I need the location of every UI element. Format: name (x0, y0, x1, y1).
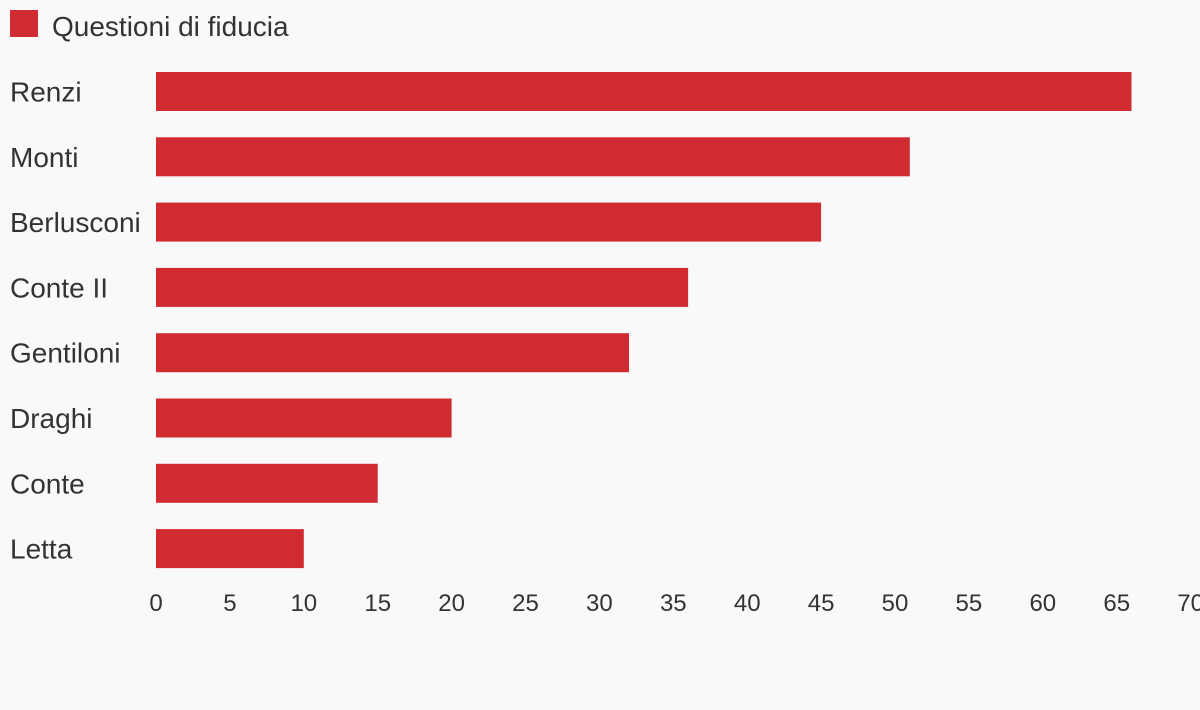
x-tick-label: 15 (364, 590, 391, 617)
x-tick-label: 0 (149, 590, 162, 617)
legend: Questioni di fiducia (10, 10, 289, 42)
bar-berlusconi (156, 202, 822, 242)
x-tick-label: 5 (223, 590, 236, 617)
category-label: Conte (10, 468, 85, 499)
category-label: Berlusconi (10, 207, 141, 238)
x-tick-label: 35 (660, 590, 687, 617)
bar-conte (156, 463, 378, 503)
x-tick-label: 10 (290, 590, 317, 617)
x-tick-label: 40 (734, 590, 761, 617)
x-tick-label: 70 (1177, 590, 1200, 617)
category-label: Renzi (10, 77, 82, 108)
x-tick-label: 20 (438, 590, 465, 617)
x-tick-label: 65 (1103, 590, 1130, 617)
category-labels: Renzi Monti Berlusconi Conte II Gentiloni Dra… (10, 77, 141, 565)
category-label: Monti (10, 142, 78, 173)
x-tick-label: 45 (808, 590, 835, 617)
category-label: Conte II (10, 272, 108, 303)
bar-gentiloni (156, 333, 629, 373)
x-tick-label: 25 (512, 590, 539, 617)
category-label: Draghi (10, 403, 92, 434)
bar-renzi (156, 72, 1132, 111)
x-tick-label: 30 (586, 590, 613, 617)
x-tick-label: 50 (882, 590, 909, 617)
x-axis-ticks: 0 5 10 15 20 25 30 35 40 45 50 55 60 65 70 (149, 590, 1200, 617)
legend-swatch (10, 10, 38, 37)
x-tick-label: 60 (1029, 590, 1056, 617)
bar-letta (156, 529, 304, 569)
bars-group (156, 72, 1132, 569)
bar-monti (156, 137, 910, 177)
category-label: Gentiloni (10, 338, 121, 369)
legend-label: Questioni di fiducia (52, 11, 289, 42)
bar-conte-ii (156, 267, 689, 307)
bar-draghi (156, 398, 452, 438)
x-tick-label: 55 (956, 590, 983, 617)
category-label: Letta (10, 534, 73, 565)
